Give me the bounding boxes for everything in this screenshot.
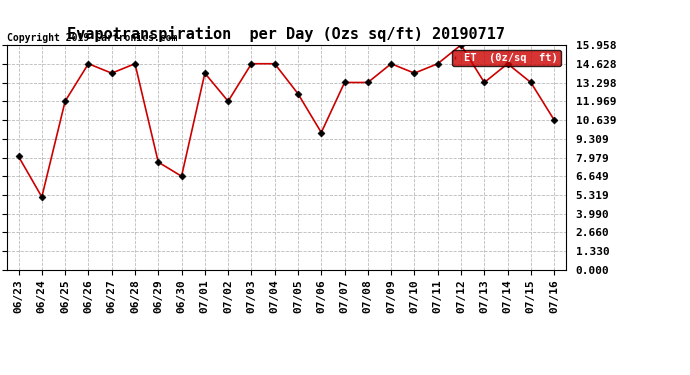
Title: Evapotranspiration  per Day (Ozs sq/ft) 20190717: Evapotranspiration per Day (Ozs sq/ft) 2… <box>68 27 505 42</box>
Text: Copyright 2019 Cartronics.com: Copyright 2019 Cartronics.com <box>7 33 177 43</box>
Legend: ET  (0z/sq  ft): ET (0z/sq ft) <box>452 50 560 66</box>
